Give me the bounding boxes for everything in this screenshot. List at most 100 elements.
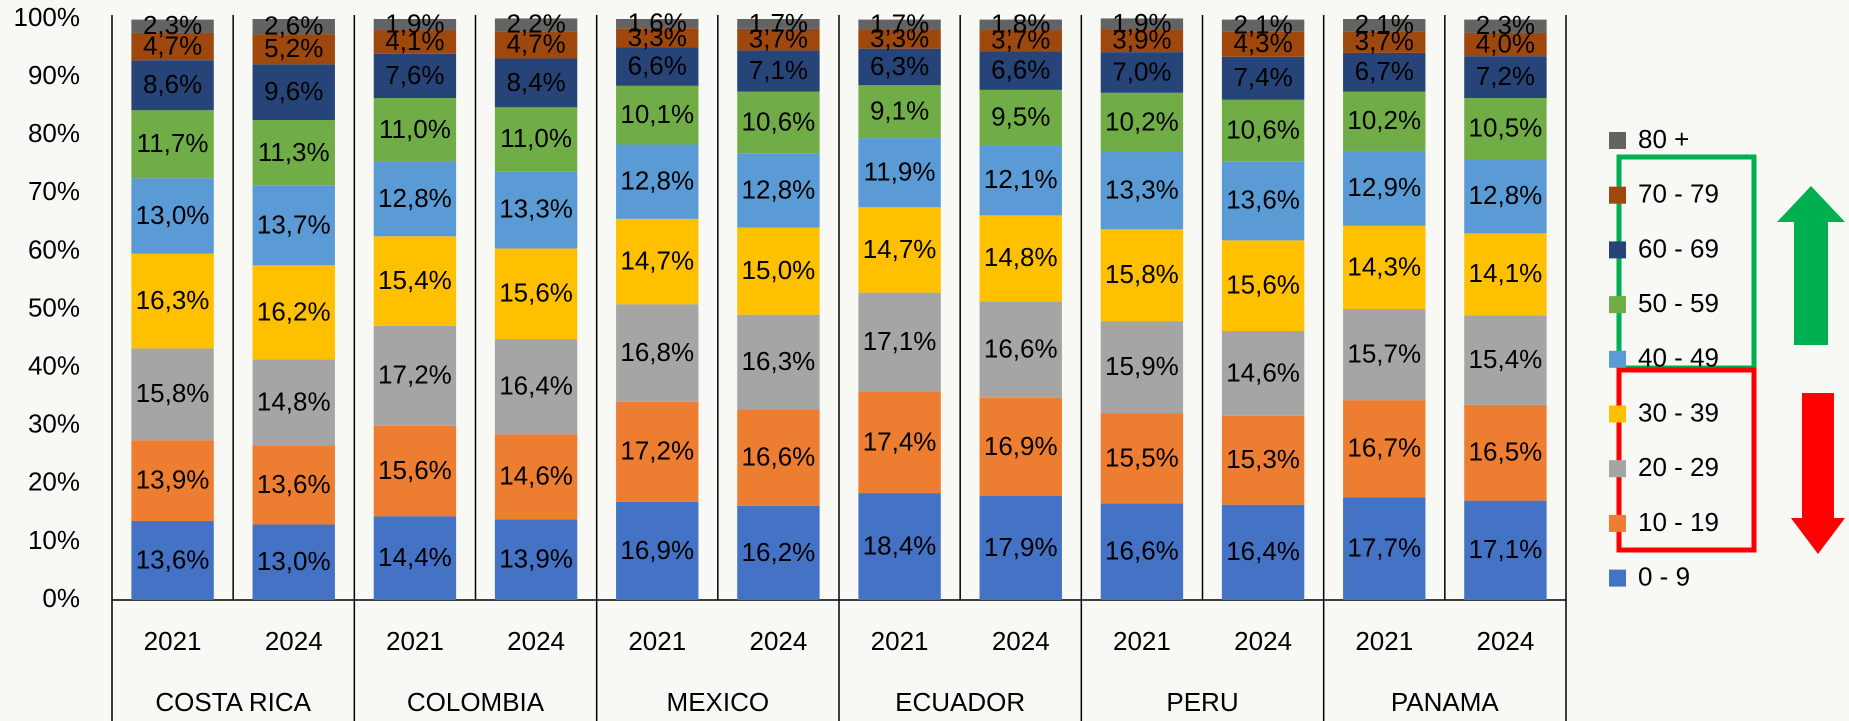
bar-segment (1221, 56, 1305, 100)
data-label: 16,8% (620, 337, 694, 367)
bar-segment (373, 325, 457, 426)
data-label: 13,3% (499, 194, 573, 224)
bar-segment (1100, 413, 1184, 504)
bar-segment (858, 493, 941, 600)
bar-segment (979, 215, 1062, 302)
x-tick-label: 2024 (265, 626, 323, 656)
bar-segment (737, 409, 820, 506)
data-label: 13,6% (1226, 185, 1300, 215)
group-label: MEXICO (667, 687, 770, 717)
x-tick-label: 2021 (1355, 626, 1413, 656)
bar-segment (1221, 99, 1305, 162)
data-label: 14,6% (499, 461, 573, 491)
bar-segment (979, 496, 1062, 600)
bar-segment (1464, 159, 1547, 234)
bar-segment (737, 227, 820, 315)
bar-segment (373, 30, 457, 54)
bar-segment (1343, 91, 1426, 151)
bar-segment (858, 207, 941, 293)
data-label: 6,6% (991, 55, 1050, 85)
data-label: 16,6% (742, 442, 816, 472)
legend-swatch (1609, 514, 1626, 532)
data-label: 10,6% (742, 106, 816, 136)
bar-segment (131, 440, 214, 521)
x-tick-label: 2024 (507, 626, 565, 656)
data-label: 15,0% (742, 255, 816, 285)
bar-segment (1343, 31, 1426, 53)
legend-swatch (1609, 405, 1626, 423)
bar-segment (1221, 240, 1305, 331)
data-label: 4,7% (506, 29, 565, 59)
bar-segment (252, 359, 335, 446)
bar-segment (979, 19, 1062, 31)
data-label: 13,3% (1105, 175, 1179, 205)
data-label: 1,9% (385, 8, 444, 38)
bar-segment (1343, 225, 1426, 309)
data-label: 7,2% (1476, 61, 1535, 91)
x-tick-label: 2021 (144, 626, 202, 656)
data-label: 4,0% (1476, 28, 1535, 58)
bar-segment (1343, 150, 1426, 226)
data-label: 14,6% (1226, 357, 1300, 387)
data-label: 17,1% (1469, 534, 1543, 564)
bar-segment (737, 50, 820, 92)
bar-segment (131, 348, 214, 441)
data-label: 7,0% (1112, 56, 1171, 86)
data-label: 10,2% (1105, 106, 1179, 136)
bar-segment (1464, 32, 1547, 57)
bar-segment (373, 53, 457, 99)
bar-segment (1100, 229, 1184, 322)
group-label: ECUADOR (895, 687, 1025, 717)
data-label: 6,3% (870, 51, 929, 81)
bar-segment (858, 392, 941, 494)
bar-segment (737, 91, 820, 154)
data-label: 14,3% (1347, 251, 1421, 281)
bar-segment (858, 292, 941, 393)
bar-segment (616, 47, 699, 86)
bar-segment (979, 145, 1062, 216)
y-tick-label: 0% (42, 583, 80, 613)
bar-segment (1343, 497, 1426, 600)
data-label: 2,3% (1476, 10, 1535, 40)
y-tick-label: 40% (28, 350, 80, 380)
data-label: 10,2% (1347, 105, 1421, 135)
bar-segment (1343, 308, 1426, 401)
data-label: 14,7% (863, 234, 937, 264)
bar-segment (737, 153, 820, 228)
data-label: 2,1% (1233, 10, 1292, 40)
y-tick-label: 30% (28, 409, 80, 439)
data-label: 11,7% (137, 128, 209, 158)
data-label: 13,6% (257, 469, 331, 499)
bar-segment (494, 519, 578, 600)
data-label: 14,7% (620, 245, 694, 275)
bar-segment (1100, 29, 1184, 53)
bar-segment (252, 445, 335, 525)
data-label: 13,6% (136, 544, 210, 574)
data-label: 17,1% (863, 326, 937, 356)
bar-segment (252, 524, 335, 600)
y-tick-label: 100% (14, 2, 81, 32)
data-label: 1,9% (1112, 8, 1171, 38)
data-label: 11,9% (864, 157, 936, 187)
legend-label: 20 - 29 (1638, 452, 1719, 482)
bar-segment (616, 218, 699, 305)
bar-segment (1343, 52, 1426, 92)
data-label: 15,6% (499, 278, 573, 308)
data-label: 4,3% (1233, 28, 1292, 58)
data-label: 15,4% (1469, 344, 1543, 374)
y-tick-label: 20% (28, 467, 80, 497)
data-label: 12,9% (1347, 172, 1421, 202)
data-label: 12,8% (378, 183, 452, 213)
up-arrow (1777, 186, 1845, 345)
data-label: 9,6% (264, 76, 323, 106)
data-label: 11,0% (500, 123, 572, 153)
y-tick-label: 60% (28, 234, 80, 264)
bar-segment (1221, 504, 1305, 600)
legend-label: 0 - 9 (1638, 561, 1690, 591)
data-label: 14,4% (378, 542, 452, 572)
bar-segment (373, 161, 457, 237)
data-label: 10,5% (1469, 112, 1543, 142)
data-label: 8,4% (506, 67, 565, 97)
bar-segment (616, 19, 699, 29)
data-label: 15,8% (1105, 259, 1179, 289)
